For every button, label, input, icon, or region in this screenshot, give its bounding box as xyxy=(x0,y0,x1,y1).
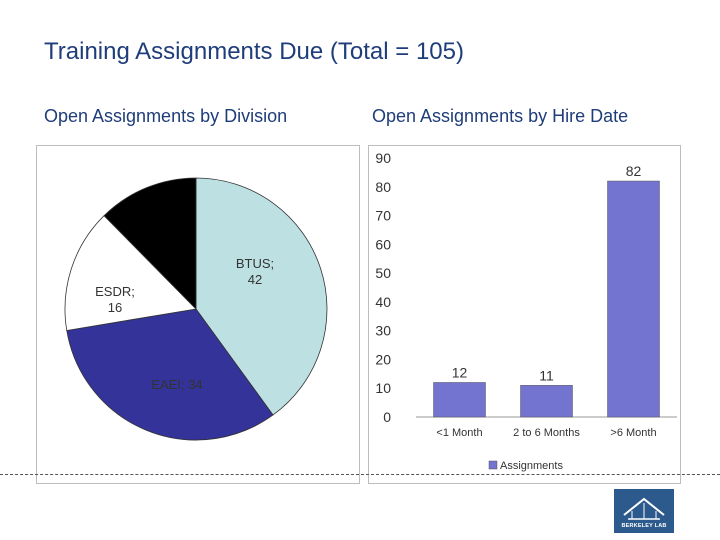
y-tick-label-90: 90 xyxy=(375,150,391,166)
bar-value-label-2-to-6-months: 11 xyxy=(539,367,554,383)
bar-value-label-6-month: 82 xyxy=(626,163,642,179)
pie-label-eaei: EAEI; 34 xyxy=(151,377,202,392)
pie-slice-btus xyxy=(195,177,328,416)
berkeley-lab-logo: BERKELEY LAB xyxy=(614,489,674,533)
bar-chart: 0 10 20 30 40 50 60 70 80 90 12 <1 Month 11 2 to 6 Mo… xyxy=(375,150,677,472)
slide-title: Training Assignments Due (Total = 105) xyxy=(44,38,464,65)
bar-2-to-6-months xyxy=(520,385,573,418)
y-tick-label-50: 50 xyxy=(375,265,391,281)
pie-chart: BTUS; 42 EAEI; 34 ESDR; 16 xyxy=(64,177,328,441)
pie-chart-panel: BTUS; 42 EAEI; 34 ESDR; 16 xyxy=(36,145,360,484)
y-tick-label-20: 20 xyxy=(375,351,391,367)
y-tick-label-0: 0 xyxy=(383,409,391,425)
y-tick-label-80: 80 xyxy=(375,179,391,195)
bar-value-label-1-month: 12 xyxy=(452,364,468,380)
x-tick-label-2-to-6-months: 2 to 6 Months xyxy=(513,427,580,439)
pie-label-btus: BTUS; 42 xyxy=(236,256,274,287)
y-tick-label-70: 70 xyxy=(375,208,391,224)
y-tick-label-30: 30 xyxy=(375,323,391,339)
pie-slice-eaei xyxy=(66,308,274,441)
logo-text: BERKELEY LAB xyxy=(621,523,667,529)
pie-slice-unlabeled xyxy=(103,177,197,310)
x-tick-label-6-month: >6 Month xyxy=(610,427,656,439)
y-tick-label-10: 10 xyxy=(375,380,391,396)
bar-subtitle: Open Assignments by Hire Date xyxy=(372,106,629,126)
bar-6-month xyxy=(607,180,660,418)
y-tick-label-40: 40 xyxy=(375,294,391,310)
lab-building-icon xyxy=(623,497,665,520)
legend-swatch-assignments xyxy=(488,460,498,470)
bar-chart-panel: 0 10 20 30 40 50 60 70 80 90 12 <1 Month 11 2 to 6 Mo… xyxy=(368,145,681,484)
y-tick-label-60: 60 xyxy=(375,236,391,252)
x-tick-label-1-month: <1 Month xyxy=(436,427,482,439)
pie-label-esdr: ESDR; 16 xyxy=(95,284,135,315)
legend-label-assignments: Assignments xyxy=(500,460,563,472)
bar-1-month xyxy=(433,382,486,418)
pie-subtitle: Open Assignments by Division xyxy=(44,106,288,126)
footer-divider xyxy=(0,474,720,475)
pie-slice-esdr xyxy=(64,215,197,331)
